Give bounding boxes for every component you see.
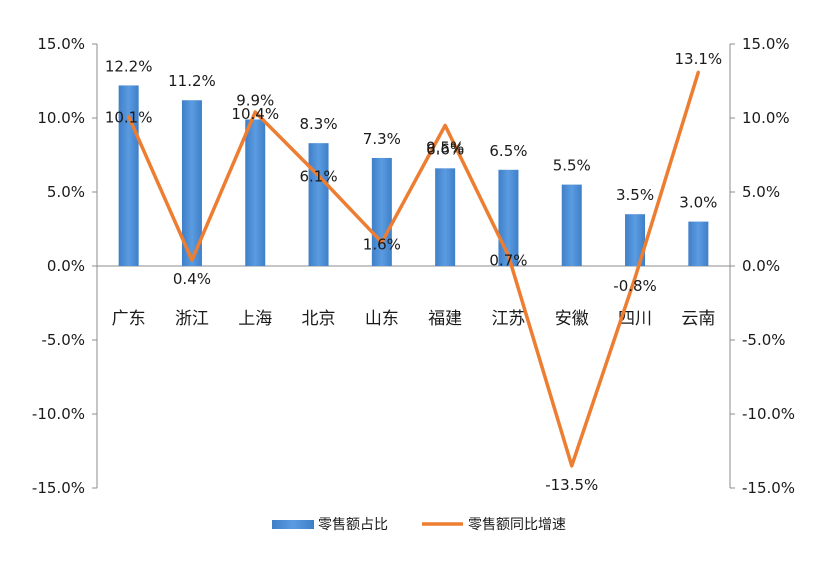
- line-point: [506, 254, 510, 258]
- y-right-tick-label: 15.0%: [742, 35, 790, 53]
- line-data-label: 10.1%: [105, 109, 153, 127]
- x-category-label: 北京: [302, 309, 336, 329]
- y-left-tick-label: 15.0%: [37, 35, 85, 53]
- y-right-tick-label: -15.0%: [742, 479, 795, 497]
- line-data-label: 13.1%: [675, 50, 723, 68]
- bar-data-label: 11.2%: [168, 72, 216, 90]
- bar-data-label: 3.5%: [616, 186, 654, 204]
- line-data-label: 6.1%: [299, 168, 337, 186]
- bar: [688, 221, 709, 266]
- y-right-tick-label: -10.0%: [742, 405, 795, 423]
- bar-data-label: 6.5%: [489, 142, 527, 160]
- legend-bar-label: 零售额占比: [318, 517, 388, 533]
- x-category-label: 安徽: [555, 309, 589, 329]
- line-data-label: 10.4%: [231, 105, 279, 123]
- y-right-tick-label: 5.0%: [742, 183, 780, 201]
- line-data-label: 9.5%: [426, 138, 464, 156]
- legend-bar-swatch: [272, 520, 314, 529]
- line-data-label: 1.6%: [363, 235, 401, 253]
- y-left-tick-label: 10.0%: [37, 109, 85, 127]
- x-category-label: 浙江: [175, 309, 209, 329]
- legend-line-label: 零售额同比增速: [468, 517, 566, 533]
- x-category-label: 上海: [238, 309, 272, 329]
- bar-data-label: 6.6%: [426, 140, 464, 158]
- line-data-label: -0.8%: [613, 277, 657, 295]
- line-point: [317, 174, 321, 178]
- line-point: [190, 258, 194, 262]
- line-point: [443, 123, 447, 127]
- y-right-tick-label: 0.0%: [742, 257, 780, 275]
- y-left-tick-label: 0.0%: [47, 257, 85, 275]
- bar: [181, 100, 202, 267]
- growth-line: [127, 71, 701, 468]
- line-point: [253, 110, 257, 114]
- bar: [308, 143, 329, 266]
- x-category-label: 云南: [681, 309, 715, 329]
- y-left-tick-label: -10.0%: [32, 405, 85, 423]
- line-point: [127, 115, 131, 119]
- line-data-label: 0.4%: [173, 270, 211, 288]
- x-category-label: 广东: [112, 309, 146, 329]
- x-category-label: 福建: [428, 309, 462, 329]
- line-point: [570, 464, 574, 468]
- bar: [625, 214, 646, 266]
- bar-data-label: 8.3%: [299, 115, 337, 133]
- y-left-tick-label: -15.0%: [32, 479, 85, 497]
- line-data-label: 0.7%: [489, 252, 527, 270]
- bar-data-label: 5.5%: [553, 157, 591, 175]
- x-category-label: 山东: [365, 309, 399, 329]
- y-left-tick-label: 5.0%: [47, 183, 85, 201]
- y-right-tick-label: -5.0%: [742, 331, 786, 349]
- line-point: [380, 240, 384, 244]
- x-category-label: 江苏: [491, 309, 525, 329]
- bar-data-label: 9.9%: [236, 91, 274, 109]
- bar: [245, 119, 266, 266]
- bar-data-label: 12.2%: [105, 57, 153, 75]
- y-right-tick-label: 10.0%: [742, 109, 790, 127]
- x-category-label: 四川: [618, 309, 652, 329]
- line-point: [633, 276, 637, 280]
- bar: [561, 184, 582, 266]
- y-left-tick-label: -5.0%: [41, 331, 85, 349]
- line-point: [696, 70, 700, 74]
- bar: [435, 168, 456, 266]
- line-data-label: -13.5%: [545, 476, 598, 494]
- bar-data-label: 3.0%: [679, 194, 717, 212]
- bar-data-label: 7.3%: [363, 130, 401, 148]
